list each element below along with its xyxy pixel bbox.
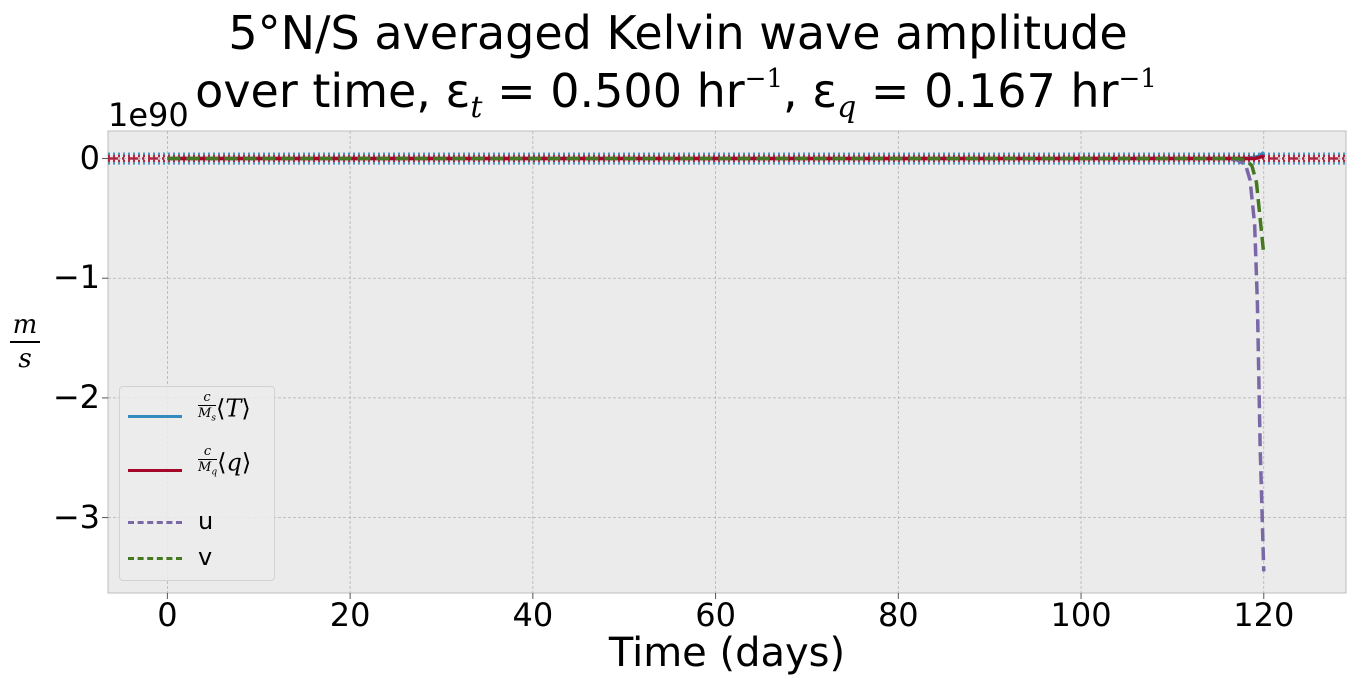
title-eps-t-subscript: t: [470, 90, 483, 125]
legend-item: v: [120, 539, 274, 579]
plot-area: [107, 130, 1347, 594]
legend-swatch: [128, 415, 182, 418]
legend-swatch: [128, 557, 182, 560]
x-tick-label: 0: [157, 596, 178, 634]
x-tick-label: 60: [695, 596, 736, 634]
legend-label: c Ms ⟨T⟩: [198, 390, 251, 424]
legend-fraction: c Mq: [198, 444, 218, 478]
x-axis-label: Time (days): [608, 630, 846, 676]
legend: c Ms ⟨T⟩ c Mq ⟨q⟩ u v: [119, 386, 275, 581]
legend-label: u: [198, 507, 214, 535]
legend-fraction: c Ms: [198, 390, 216, 424]
x-tick-label: 80: [877, 596, 919, 634]
series-line-3: [167, 156, 1266, 255]
y-axis-label-fraction-bar: [10, 341, 40, 343]
legend-swatch: [128, 521, 182, 524]
x-tick-label: 120: [1233, 596, 1295, 634]
title-superscript-1: −1: [744, 64, 783, 94]
series-layer: [167, 151, 1266, 572]
legend-label: v: [198, 543, 213, 571]
title-prefix: over time, ε: [195, 64, 471, 118]
legend-item: c Ms ⟨T⟩: [120, 391, 274, 437]
y-tick-label: −3: [52, 497, 100, 536]
x-tick-label: 40: [512, 596, 554, 634]
y-tick-label: 0: [79, 138, 100, 177]
title-eps-q-subscript: q: [837, 90, 857, 125]
x-tick-label: 20: [329, 596, 371, 634]
chart-title-line1: 5°N/S averaged Kelvin wave amplitude: [228, 6, 1128, 60]
y-tick-label: −2: [52, 377, 100, 416]
title-separator: , ε: [782, 64, 838, 118]
legend-item: c Mq ⟨q⟩: [120, 445, 274, 491]
title-eps-t-value: = 0.500 hr: [482, 64, 745, 118]
legend-label: c Mq ⟨q⟩: [198, 444, 252, 478]
title-superscript-2: −1: [1118, 64, 1157, 94]
legend-item: u: [120, 503, 274, 543]
x-tick-label: 100: [1050, 596, 1112, 634]
legend-swatch: [128, 469, 182, 472]
y-axis-offset-text: 1e90: [108, 96, 189, 134]
y-tick-label: −1: [52, 258, 100, 297]
chart-title-line2: over time, εt = 0.500 hr−1, εq = 0.167 h…: [0, 64, 1356, 125]
y-axis-label-denominator: s: [18, 344, 32, 374]
y-axis-label: m s: [8, 312, 42, 372]
title-eps-q-value: = 0.167 hr: [856, 64, 1119, 118]
y-axis-label-numerator: m: [12, 310, 38, 340]
